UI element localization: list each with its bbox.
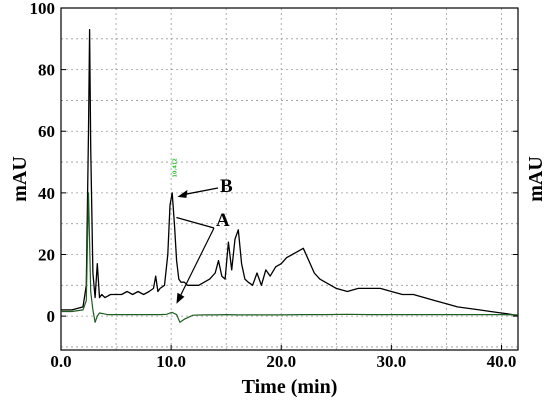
x-axis-title: Time (min) [242,376,338,398]
y-tick-label: 80 [38,61,55,80]
annotation-b-arrow [182,187,219,196]
series-line-2 [61,192,519,323]
grid [61,8,518,350]
y-tick-label: 0 [47,307,56,326]
x-tick-label: 40.0 [487,352,517,371]
annotations: B A [176,176,233,304]
y-axis-title-right: mAU [525,156,547,202]
annotation-b-label: B [220,176,233,197]
series-line-1 [61,28,519,317]
x-tick-label: 30.0 [376,352,406,371]
x-tick-label: 10.0 [156,352,186,371]
y-axis-title-left: mAU [9,156,31,202]
annotation-a-arrow-1 [177,227,215,301]
annotation-b-arrowhead [177,189,188,198]
peak-retention-label: 10.412 [172,158,178,178]
x-tick-label: 0.0 [50,352,71,371]
annotation-a-arrow-2 [176,216,215,229]
annotation-a-arrowhead [176,292,185,304]
y-tick-label: 20 [38,245,55,264]
plot-frame [60,7,519,351]
y-tick-label: 60 [38,122,55,141]
y-tick-label: 40 [38,184,55,203]
y-tick-label: 100 [30,0,56,18]
series-group [61,28,519,323]
tick-labels: 0.0 10.0 20.0 30.0 40.0 0 20 40 60 80 100 [30,0,518,371]
annotation-a-label: A [216,210,230,231]
x-tick-label: 20.0 [266,352,296,371]
